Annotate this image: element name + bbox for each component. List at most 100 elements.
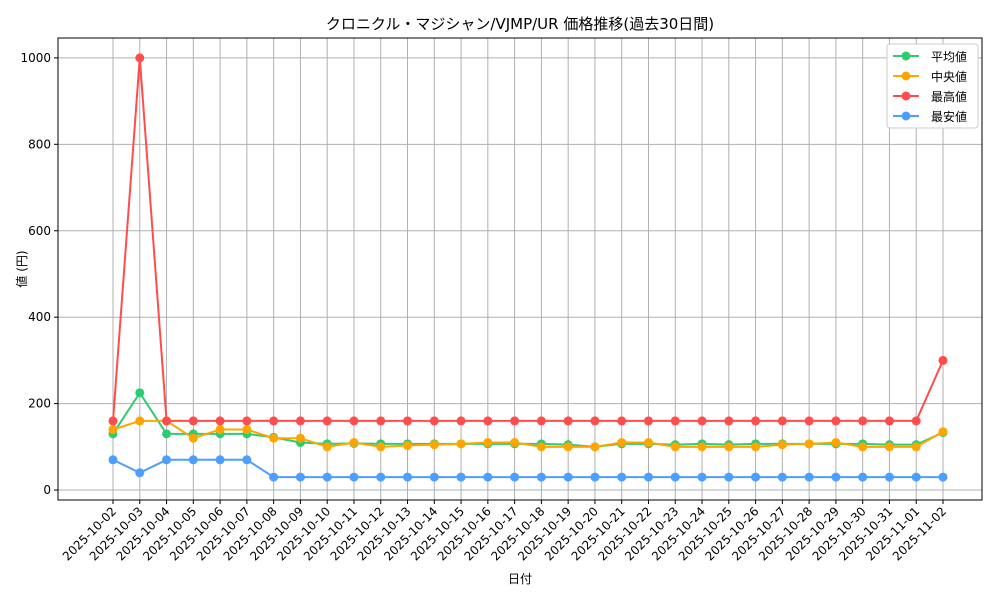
data-point [510, 416, 520, 426]
legend-marker [901, 111, 911, 121]
data-point [617, 438, 627, 448]
data-point [831, 438, 841, 448]
data-point [724, 472, 734, 482]
data-point [563, 442, 573, 452]
data-point [162, 455, 172, 465]
data-point [135, 468, 145, 478]
data-point [858, 442, 868, 452]
data-point [804, 472, 814, 482]
legend-marker [901, 51, 911, 61]
data-point [108, 425, 118, 435]
data-point [162, 429, 172, 439]
data-point [349, 472, 359, 482]
data-point [376, 442, 386, 452]
data-point [643, 472, 653, 482]
data-point [858, 472, 868, 482]
data-point [322, 416, 332, 426]
data-point [403, 441, 413, 451]
data-point [295, 416, 305, 426]
data-point [188, 416, 198, 426]
x-axis-label: 日付 [508, 572, 532, 586]
data-point [483, 438, 493, 448]
data-point [938, 427, 948, 437]
data-point [858, 416, 868, 426]
chart-title: クロニクル・マジシャン/VJMP/UR 価格推移(過去30日間) [326, 15, 714, 33]
data-point [536, 472, 546, 482]
data-point [215, 425, 225, 435]
y-axis-label: 値 (円) [14, 250, 29, 287]
grid [58, 38, 982, 500]
data-point [108, 455, 118, 465]
data-point [135, 388, 145, 398]
data-point [135, 53, 145, 63]
data-point [215, 455, 225, 465]
data-point [777, 472, 787, 482]
series-平均値 [108, 388, 948, 452]
x-axis: 2025-10-022025-10-032025-10-042025-10-05… [60, 500, 949, 563]
legend-marker [901, 91, 911, 101]
data-point [751, 416, 761, 426]
data-point [670, 472, 680, 482]
y-axis: 0 200 400 600 800 1000 [20, 51, 58, 497]
y-tick-label: 600 [28, 224, 51, 238]
data-point [295, 472, 305, 482]
data-point [617, 416, 627, 426]
series-line [112, 390, 944, 448]
data-point [590, 442, 600, 452]
series-中央値 [108, 416, 948, 452]
data-point [429, 472, 439, 482]
data-point [724, 416, 734, 426]
data-point [536, 442, 546, 452]
data-point [483, 416, 493, 426]
y-tick-label: 800 [28, 137, 51, 151]
data-point [242, 416, 252, 426]
data-point [188, 433, 198, 443]
data-point [510, 472, 520, 482]
data-point [242, 455, 252, 465]
data-point [831, 416, 841, 426]
data-point [804, 416, 814, 426]
data-point [670, 416, 680, 426]
data-point [162, 416, 172, 426]
data-point [697, 416, 707, 426]
legend-label: 平均値 [931, 49, 967, 64]
data-point [376, 472, 386, 482]
data-point [349, 416, 359, 426]
data-point [643, 438, 653, 448]
data-point [269, 433, 279, 443]
data-point [884, 416, 894, 426]
series-line [112, 57, 944, 422]
data-point [911, 416, 921, 426]
data-point [295, 433, 305, 443]
data-point [911, 472, 921, 482]
y-tick-label: 0 [43, 483, 51, 497]
data-point [349, 438, 359, 448]
data-point [269, 416, 279, 426]
legend-label: 中央値 [931, 69, 967, 84]
data-point [884, 442, 894, 452]
data-point [563, 472, 573, 482]
data-point [108, 416, 118, 426]
data-point [188, 455, 198, 465]
y-tick-label: 200 [28, 397, 51, 411]
data-point [456, 439, 466, 449]
data-point [804, 439, 814, 449]
y-tick-label: 400 [28, 310, 51, 324]
data-point [590, 416, 600, 426]
data-point [215, 416, 225, 426]
legend-label: 最高値 [931, 89, 967, 104]
data-point [697, 472, 707, 482]
data-point [322, 472, 332, 482]
data-point [510, 438, 520, 448]
y-tick-label: 1000 [20, 51, 51, 65]
series-最高値 [108, 53, 948, 426]
data-point [590, 472, 600, 482]
plot-frame [57, 37, 983, 501]
data-point [643, 416, 653, 426]
data-point [670, 442, 680, 452]
data-point [403, 472, 413, 482]
data-point [777, 440, 787, 450]
data-point [884, 472, 894, 482]
data-point [403, 416, 413, 426]
